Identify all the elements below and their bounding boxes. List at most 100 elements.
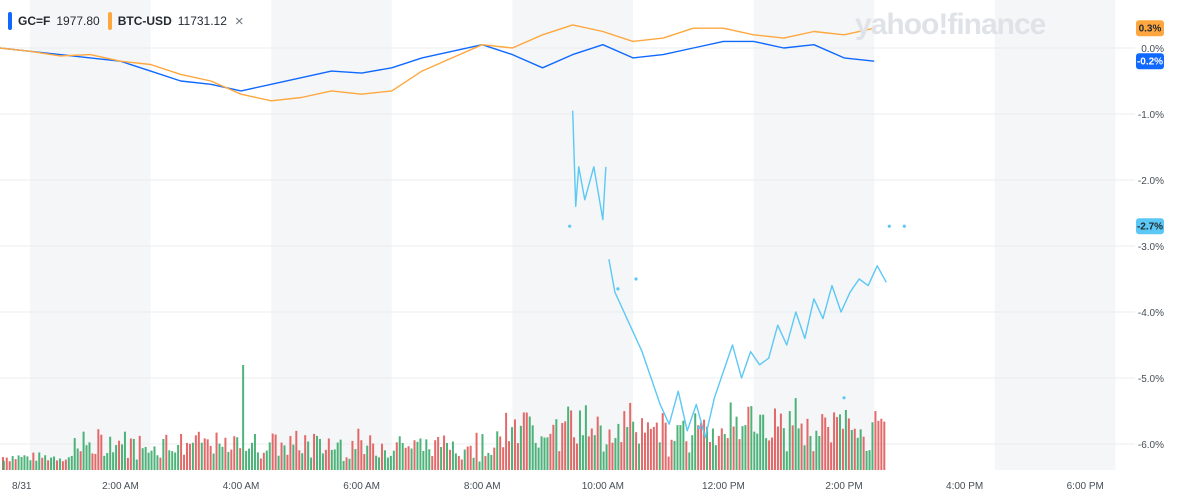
volume-bar — [212, 453, 215, 470]
volume-bar — [508, 441, 511, 470]
volume-bar — [221, 446, 224, 470]
volume-bar — [245, 450, 248, 470]
volume-bar — [333, 449, 336, 470]
volume-bar — [327, 438, 330, 470]
volume-bar — [833, 412, 836, 470]
volume-bar — [378, 457, 381, 470]
volume-bar — [803, 445, 806, 470]
legend-swatch-gcf — [8, 12, 12, 30]
volume-bar — [844, 409, 847, 470]
volume-bar — [708, 441, 711, 470]
volume-bar — [599, 425, 602, 470]
session-band — [753, 0, 875, 470]
volume-bar — [481, 434, 484, 470]
volume-bar — [576, 443, 579, 470]
volume-bar — [239, 448, 242, 470]
session-band — [271, 0, 392, 470]
volume-bar — [64, 459, 67, 470]
volume-bar — [756, 433, 759, 470]
volume-bar — [534, 442, 537, 470]
volume-bar — [2, 460, 5, 470]
volume-bar — [304, 435, 307, 470]
volume-bar — [295, 430, 298, 470]
volume-bar — [564, 421, 567, 470]
volume-bar — [277, 455, 280, 470]
volume-bar — [233, 436, 236, 470]
volume-bar — [797, 428, 800, 470]
volume-bar — [821, 414, 824, 470]
volume-bar — [809, 435, 812, 470]
volume-bar — [144, 446, 147, 470]
volume-bar — [540, 436, 543, 470]
volume-bar — [236, 437, 239, 470]
volume-bar — [676, 425, 679, 470]
volume-bar — [635, 432, 638, 470]
volume-bar — [375, 455, 378, 470]
volume-bar — [443, 435, 446, 470]
volume-bar — [242, 365, 245, 470]
volume-bar — [673, 440, 676, 470]
volume-bar — [85, 445, 88, 470]
volume-bar — [200, 442, 203, 470]
volume-bar — [129, 438, 132, 470]
y-tick-label: -1.0% — [1138, 110, 1164, 121]
volume-bar — [180, 433, 183, 470]
volume-bar — [741, 426, 744, 470]
volume-bar — [827, 426, 830, 470]
volume-bar — [425, 439, 428, 470]
volume-bar — [159, 457, 162, 470]
volume-bar — [395, 442, 398, 470]
volume-bar — [502, 447, 505, 470]
volume-bar — [26, 456, 29, 470]
close-icon[interactable]: × — [234, 12, 244, 30]
x-tick-label: 2:00 AM — [102, 481, 139, 492]
series-point — [902, 224, 906, 228]
volume-bar — [5, 457, 8, 470]
legend-item-btc[interactable]: BTC-USD 11731.12 × — [107, 12, 244, 30]
x-tick-label: 6:00 AM — [343, 481, 380, 492]
volume-bar — [363, 454, 366, 470]
volume-bar — [97, 429, 100, 470]
volume-bar — [413, 440, 416, 470]
volume-bar — [404, 447, 407, 470]
volume-bar — [862, 436, 865, 470]
series-point — [697, 425, 701, 430]
volume-bar — [475, 432, 478, 470]
volume-bar — [298, 450, 301, 470]
volume-bar — [744, 425, 747, 470]
volume-bar — [638, 443, 641, 470]
volume-bar — [141, 448, 144, 470]
volume-bar — [593, 435, 596, 470]
volume-bar — [301, 453, 304, 470]
legend-item-gcf[interactable]: GC=F 1977.80 — [8, 12, 100, 30]
volume-bar — [44, 455, 47, 470]
x-tick-label: 12:00 PM — [702, 481, 745, 492]
volume-bar — [596, 416, 599, 470]
volume-bar — [496, 431, 499, 470]
volume-bar — [664, 422, 667, 470]
volume-bar — [688, 452, 691, 470]
volume-bar — [883, 421, 886, 470]
volume-bar — [697, 425, 700, 470]
volume-bar — [768, 440, 771, 470]
volume-bar — [670, 439, 673, 470]
volume-bar — [47, 460, 50, 470]
volume-bar — [50, 457, 53, 470]
volume-bar — [422, 450, 425, 470]
volume-bar — [617, 423, 620, 470]
volume-bar — [791, 425, 794, 470]
y-tick-label: -4.0% — [1138, 308, 1164, 319]
volume-bar — [177, 445, 180, 470]
volume-bar — [587, 436, 590, 470]
volume-bar — [788, 411, 791, 470]
volume-bar — [35, 460, 38, 470]
volume-bar — [88, 442, 91, 470]
volume-bar — [711, 428, 714, 470]
legend-symbol: BTC-USD — [117, 14, 172, 28]
volume-bar — [118, 440, 121, 470]
volume-bar — [602, 451, 605, 470]
series-point — [568, 224, 572, 228]
volume-bar — [561, 422, 564, 470]
volume-bar — [431, 456, 434, 470]
volume-bar — [859, 429, 862, 470]
